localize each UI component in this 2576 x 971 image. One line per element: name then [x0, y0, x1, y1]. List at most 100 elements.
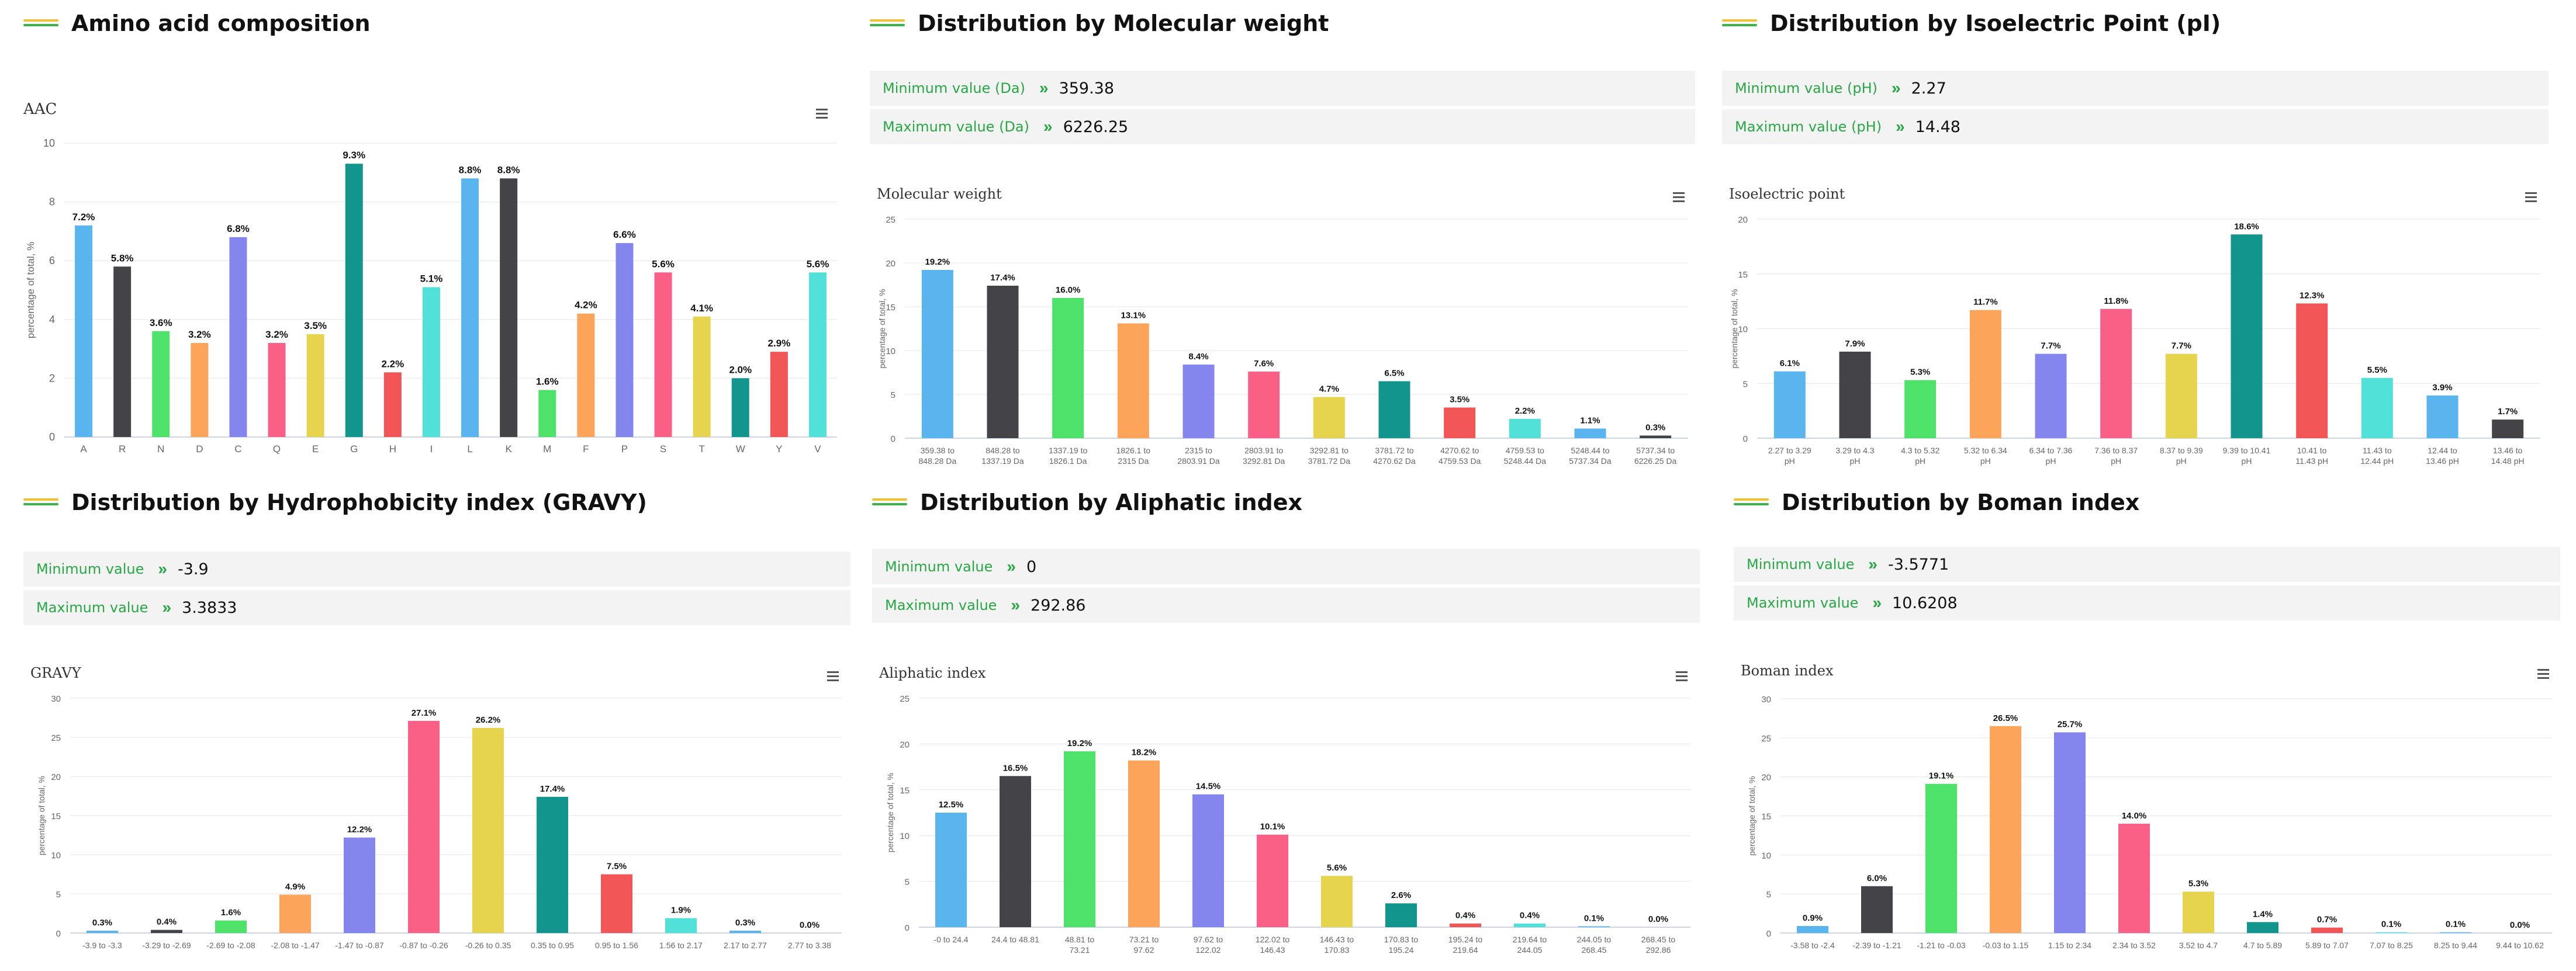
bar	[731, 378, 749, 437]
bar	[472, 727, 504, 933]
x-tick-label: 1826.1 to	[1116, 446, 1151, 455]
bar	[1257, 834, 1288, 927]
x-tick-label: V	[814, 443, 821, 455]
bar	[2311, 927, 2343, 933]
y-tick-label: 25	[51, 733, 61, 743]
x-tick-label: 1337.19 Da	[981, 456, 1024, 466]
bar	[2492, 419, 2524, 438]
bar	[152, 331, 170, 437]
y-tick-label: 10	[900, 831, 910, 841]
data-label: 26.2%	[476, 715, 501, 725]
hamburger-menu-icon[interactable]	[2525, 192, 2537, 202]
bar	[1128, 760, 1160, 927]
x-tick-label: 12.44 to	[2428, 446, 2457, 455]
bar	[2440, 932, 2471, 933]
y-tick-label: 0	[905, 923, 910, 933]
bar	[935, 813, 967, 927]
y-tick-label: 30	[1761, 695, 1771, 705]
x-tick-label: 122.02	[1196, 945, 1221, 955]
menu-line	[827, 671, 839, 673]
bar	[345, 164, 363, 437]
x-tick-label: pH	[1850, 456, 1861, 466]
hamburger-menu-icon[interactable]	[816, 109, 828, 119]
bar	[75, 225, 93, 437]
x-tick-label: -2.08 to -1.47	[271, 941, 319, 950]
x-tick-label: 0.35 to 0.95	[531, 941, 574, 950]
x-tick-label: 848.28 Da	[919, 456, 957, 466]
y-tick-label: 5	[56, 890, 61, 900]
y-tick-label: 25	[1761, 734, 1771, 744]
y-tick-label: 10	[43, 137, 55, 149]
x-tick-label: 244.05 to	[1577, 935, 1612, 944]
bar	[408, 720, 440, 933]
hamburger-menu-icon[interactable]	[1673, 192, 1685, 202]
data-label: 1.6%	[221, 908, 241, 918]
x-tick-label: 146.43 to	[1320, 935, 1354, 944]
x-tick-label: 848.28 to	[986, 446, 1020, 455]
y-tick-label: 15	[51, 812, 61, 821]
menu-line	[827, 675, 839, 677]
bar	[1969, 310, 2001, 438]
x-tick-label: H	[389, 443, 396, 455]
hamburger-menu-icon[interactable]	[2537, 669, 2549, 679]
data-label: 26.5%	[1993, 713, 2018, 723]
max-value-label: Maximum value (pH)	[1735, 119, 1882, 135]
max-value: 10.6208	[1892, 594, 1958, 612]
x-tick-label: 292.86	[1646, 945, 1671, 955]
bar	[151, 930, 182, 933]
data-label: 18.2%	[1132, 748, 1157, 758]
bar	[2376, 932, 2407, 933]
max-value-label: Maximum value	[1747, 595, 1859, 611]
x-tick-label: L	[467, 443, 472, 455]
panel-title-row: Distribution by Boman index	[1734, 479, 2139, 526]
x-tick-label: 97.62 to	[1194, 935, 1223, 944]
data-label: 19.2%	[925, 257, 950, 267]
double-chevron-right-icon: »	[158, 560, 167, 578]
bar	[665, 918, 697, 933]
x-tick-label: 3.29 to 4.3	[1835, 446, 1874, 455]
bar	[1321, 876, 1353, 927]
data-label: 1.4%	[2253, 909, 2273, 919]
bar	[461, 178, 479, 437]
panel-title: Amino acid composition	[71, 11, 371, 36]
x-tick-label: 3781.72 to	[1375, 446, 1413, 455]
hamburger-menu-icon[interactable]	[827, 671, 839, 681]
data-label: 12.5%	[939, 800, 964, 810]
max-value-label: Maximum value	[885, 597, 997, 613]
bar	[2165, 353, 2197, 438]
x-tick-label: 97.62	[1133, 945, 1154, 955]
data-label: 0.1%	[2381, 920, 2401, 930]
x-tick-label: 1337.19 to	[1049, 446, 1087, 455]
y-tick-label: 30	[51, 694, 61, 704]
min-value-row: Minimum value » 0	[872, 549, 1700, 584]
hamburger-menu-icon[interactable]	[1676, 671, 1688, 681]
y-axis-label: percentage of total, %	[886, 773, 895, 852]
y-tick-label: 4	[49, 314, 55, 325]
x-tick-label: 146.43	[1260, 945, 1285, 955]
data-label: 8.8%	[497, 164, 520, 175]
bar	[306, 334, 324, 437]
y-tick-label: 0	[1766, 929, 1771, 939]
x-tick-label: 2315 to	[1185, 446, 1212, 455]
data-label: 18.6%	[2234, 221, 2259, 231]
x-tick-label: R	[119, 443, 126, 455]
data-label: 2.9%	[767, 338, 790, 349]
menu-line	[2525, 200, 2537, 202]
double-chevron-right-icon: »	[1872, 594, 1882, 612]
bar	[1773, 371, 1806, 438]
bar	[229, 237, 247, 437]
x-tick-label: M	[543, 443, 551, 455]
y-tick-label: 25	[886, 215, 895, 225]
min-value-row: Minimum value » -3.9	[23, 552, 850, 587]
y-tick-label: 0	[891, 434, 895, 444]
x-tick-label: -0.26 to 0.35	[465, 941, 511, 950]
y-tick-label: 20	[900, 740, 910, 750]
bar	[500, 178, 518, 437]
panel-gravy: Distribution by Hydrophobicity index (GR…	[23, 479, 850, 971]
x-tick-label: I	[430, 443, 433, 455]
max-value-row: Maximum value » 292.86	[872, 588, 1700, 623]
x-tick-label: 170.83 to	[1384, 935, 1419, 944]
menu-line	[816, 117, 828, 119]
y-axis-label: percentage of total, %	[1730, 289, 1739, 368]
x-tick-label: pH	[1915, 456, 1925, 466]
